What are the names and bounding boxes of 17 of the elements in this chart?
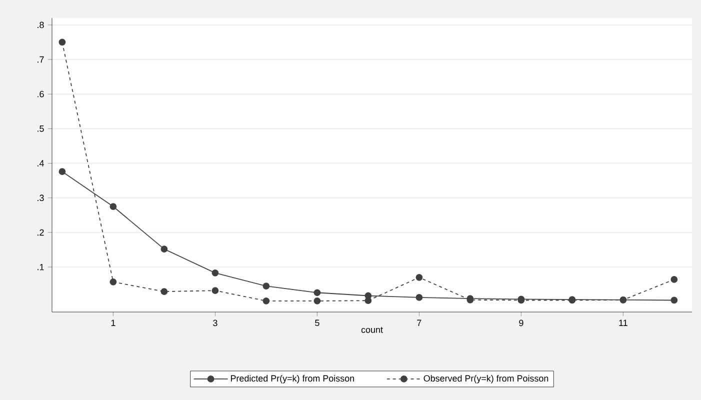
x-tick-label: 9	[519, 320, 524, 326]
y-tick-label: .2	[38, 229, 44, 236]
y-tick-label: .7	[38, 56, 44, 63]
legend-label: Observed Pr(y=k) from Poisson	[424, 374, 548, 384]
y-tick-label: .6	[38, 90, 44, 98]
x-axis-title: count	[361, 326, 383, 333]
legend-label: Predicted Pr(y=k) from Poisson	[230, 374, 354, 384]
y-tick-label: .3	[38, 194, 44, 202]
x-tick-label: 7	[417, 320, 422, 326]
x-tick-label: 5	[315, 320, 320, 326]
y-tick-label: .1	[38, 264, 44, 270]
x-tick-label: 3	[213, 320, 218, 326]
y-tick-label: .4	[38, 160, 44, 166]
y-tick-label: .8	[38, 22, 44, 28]
y-tick-label: .5	[38, 126, 44, 132]
x-tick-label: 1	[111, 320, 116, 326]
x-tick-label: 11	[619, 320, 628, 326]
